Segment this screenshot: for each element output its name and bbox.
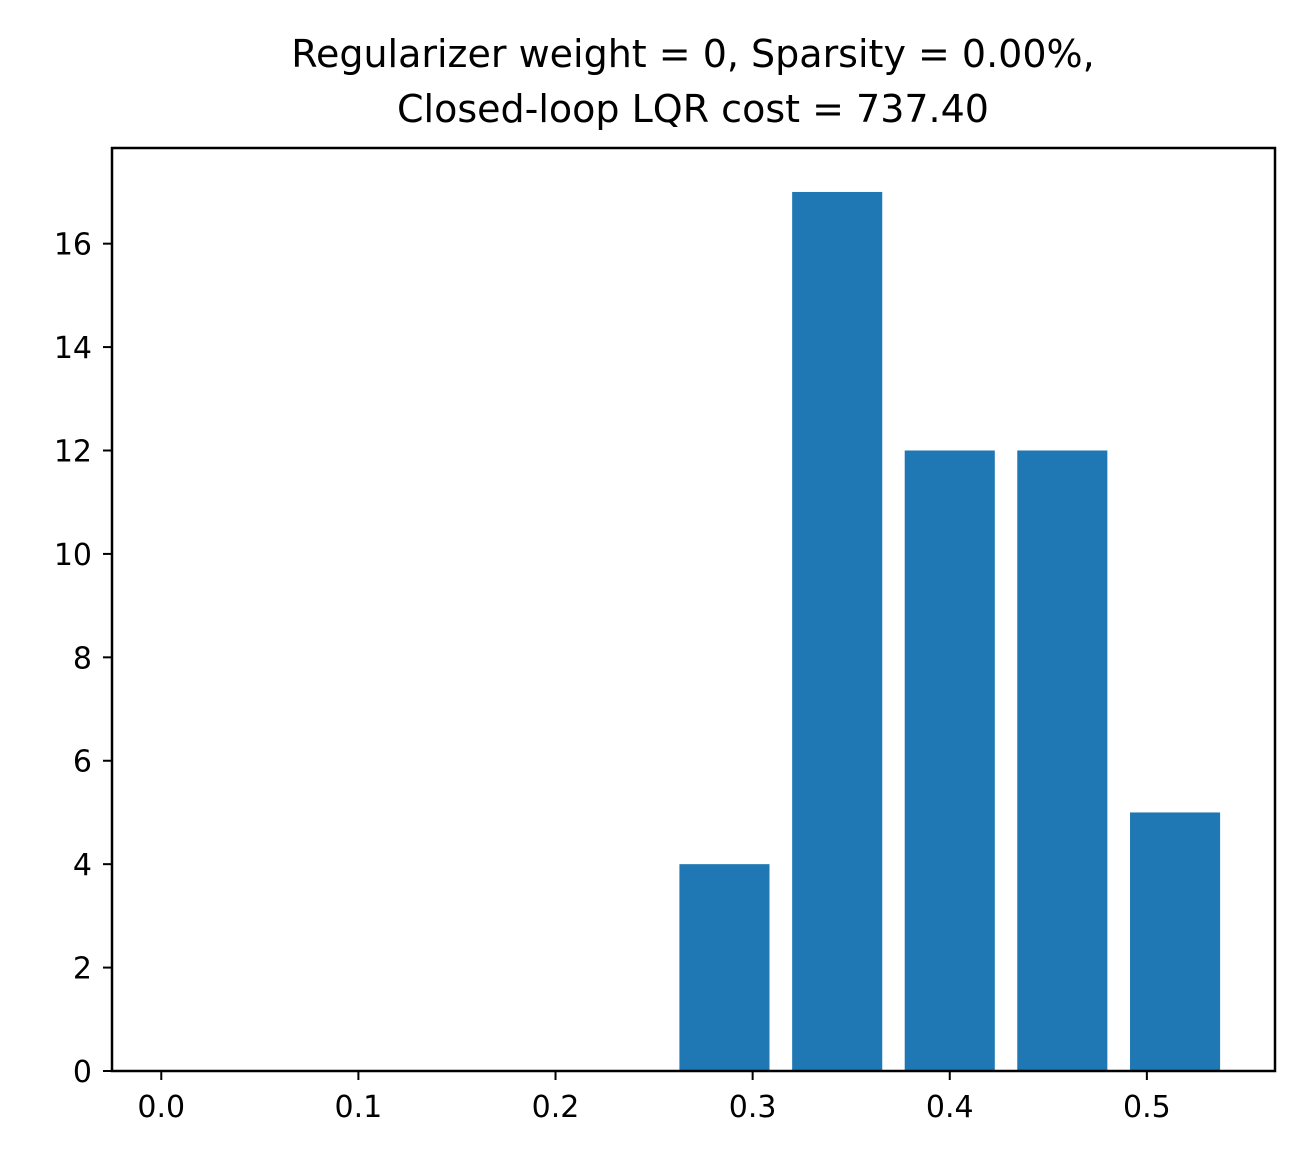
bar-1	[792, 191, 883, 1071]
y-tick-label: 0	[73, 1055, 92, 1090]
x-axis-ticks: 0.0 0.1 0.2 0.3 0.4 0.5	[137, 1071, 1171, 1125]
bar-3	[1017, 450, 1108, 1071]
bar-0	[679, 864, 770, 1071]
x-tick-label: 0.4	[926, 1090, 974, 1125]
x-tick-label: 0.5	[1123, 1090, 1171, 1125]
bars-group	[679, 191, 1221, 1071]
y-tick-label: 10	[54, 538, 92, 573]
y-axis-ticks: 0 2 4 6 8 10 12 14 16	[54, 228, 112, 1090]
x-tick-label: 0.1	[335, 1090, 383, 1125]
x-tick-label: 0.0	[137, 1090, 185, 1125]
y-tick-label: 2	[73, 952, 92, 987]
bar-2	[904, 450, 995, 1071]
bar-4	[1130, 812, 1221, 1071]
x-tick-label: 0.2	[532, 1090, 580, 1125]
chart-title-line-1: Regularizer weight = 0, Sparsity = 0.00%…	[291, 32, 1094, 76]
y-tick-label: 8	[73, 641, 92, 676]
y-tick-label: 4	[73, 848, 92, 883]
y-tick-label: 16	[54, 228, 92, 263]
y-tick-label: 14	[54, 331, 92, 366]
y-tick-label: 12	[54, 434, 92, 469]
y-tick-label: 6	[73, 745, 92, 780]
x-tick-label: 0.3	[729, 1090, 777, 1125]
plot-frame	[110, 146, 1277, 1073]
chart-title-line-2: Closed-loop LQR cost = 737.40	[397, 87, 989, 131]
